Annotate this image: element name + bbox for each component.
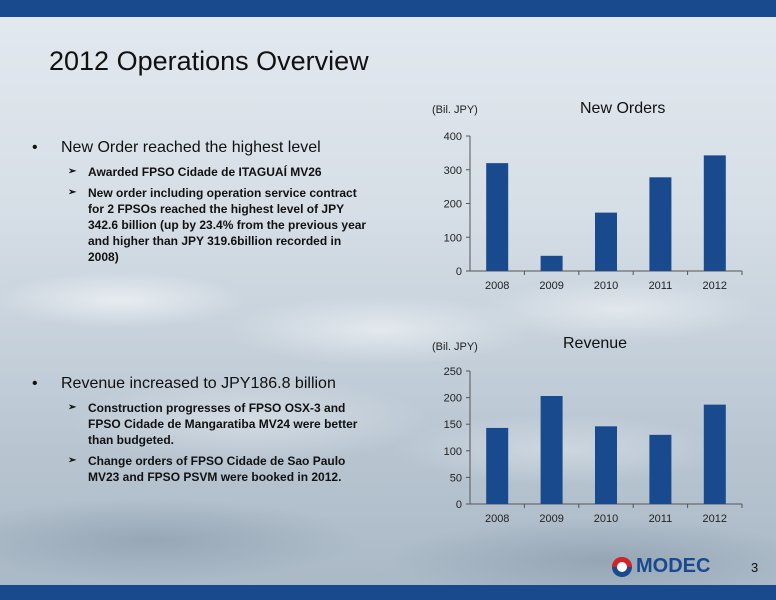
y-tick-label: 0 — [456, 499, 462, 511]
sub-bullet-text: Change orders of FPSO Cidade de Sao Paul… — [88, 454, 346, 484]
arrow-bullet-icon: ➢ — [68, 166, 77, 177]
bar — [486, 427, 509, 504]
bar — [595, 426, 617, 504]
x-tick-label: 2011 — [649, 280, 673, 292]
x-tick-label: 2010 — [594, 280, 618, 292]
bullet-new-orders: • New Order reached the highest level — [32, 138, 372, 158]
arrow-bullet-icon: ➢ — [68, 455, 77, 466]
bar — [486, 163, 509, 271]
x-tick-label: 2011 — [649, 513, 673, 525]
revenue-section: • Revenue increased to JPY186.8 billion … — [32, 374, 372, 490]
modec-logo: MODEC — [612, 555, 710, 578]
new-orders-chart-title: New Orders — [580, 100, 666, 117]
y-tick-label: 200 — [444, 393, 462, 405]
header-bar — [0, 0, 776, 17]
slide-title: 2012 Operations Overview — [49, 46, 369, 76]
bullet-heading: New Order reached the highest level — [61, 139, 321, 156]
x-tick-label: 2008 — [485, 513, 509, 525]
y-tick-label: 100 — [444, 232, 462, 244]
bar — [595, 212, 617, 271]
bullet-heading: Revenue increased to JPY186.8 billion — [61, 375, 336, 392]
revenue-chart-title: Revenue — [563, 335, 628, 352]
y-tick-label: 300 — [444, 165, 462, 177]
bar — [540, 396, 563, 504]
y-tick-label: 200 — [444, 199, 462, 211]
logo-text: MODEC — [636, 555, 711, 577]
y-tick-label: 400 — [444, 131, 462, 143]
sub-bullet-list: ➢ Construction progresses of FPSO OSX-3 … — [68, 400, 372, 485]
bullet-revenue: • Revenue increased to JPY186.8 billion — [32, 374, 372, 394]
sub-bullet-text: Awarded FPSO Cidade de ITAGUAÍ MV26 — [88, 165, 322, 179]
y-tick-label: 100 — [444, 446, 462, 458]
x-tick-label: 2010 — [594, 513, 618, 525]
bullet-icon: • — [32, 375, 38, 392]
x-tick-label: 2012 — [703, 513, 727, 525]
revenue-unit-label: (Bil. JPY) — [432, 341, 478, 353]
modec-logo-icon — [612, 556, 632, 577]
sub-bullet-item: ➢ Change orders of FPSO Cidade de Sao Pa… — [68, 453, 372, 485]
bar — [540, 255, 563, 271]
sub-bullet-item: ➢ Construction progresses of FPSO OSX-3 … — [68, 400, 372, 448]
bar — [703, 155, 726, 271]
y-tick-label: 0 — [456, 266, 462, 278]
sub-bullet-item: ➢ Awarded FPSO Cidade de ITAGUAÍ MV26 — [68, 164, 372, 180]
bullet-icon: • — [32, 139, 38, 156]
x-tick-label: 2009 — [539, 513, 563, 525]
x-tick-label: 2009 — [539, 280, 563, 292]
sub-bullet-item: ➢ New order including operation service … — [68, 185, 372, 265]
bar — [649, 177, 672, 271]
footer-bar — [0, 585, 776, 600]
y-tick-label: 50 — [450, 472, 462, 484]
sub-bullet-list: ➢ Awarded FPSO Cidade de ITAGUAÍ MV26 ➢ … — [68, 164, 372, 265]
arrow-bullet-icon: ➢ — [68, 402, 77, 413]
page-number: 3 — [751, 560, 759, 575]
bar — [649, 434, 672, 504]
x-tick-label: 2012 — [703, 280, 727, 292]
new-orders-section: • New Order reached the highest level ➢ … — [32, 138, 372, 270]
x-tick-label: 2008 — [485, 280, 509, 292]
y-tick-label: 150 — [444, 419, 462, 431]
sub-bullet-text: Construction progresses of FPSO OSX-3 an… — [88, 401, 358, 447]
arrow-bullet-icon: ➢ — [68, 187, 77, 198]
y-tick-label: 250 — [444, 366, 462, 378]
new-orders-unit-label: (Bil. JPY) — [432, 104, 478, 116]
bar — [703, 404, 726, 504]
sub-bullet-text: New order including operation service co… — [88, 186, 367, 264]
